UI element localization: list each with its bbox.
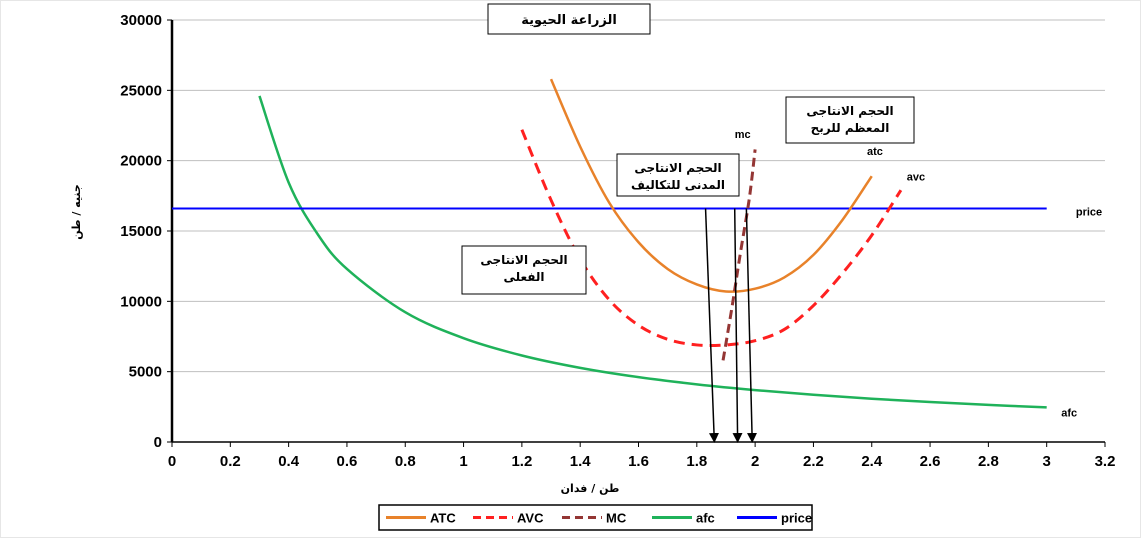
- x-tick-label: 3: [1043, 453, 1051, 470]
- y-tick-label: 10000: [120, 293, 162, 310]
- legend-item: ATC: [386, 511, 456, 526]
- annotation-text: الحجم الانتاجى: [480, 253, 567, 267]
- annotation-box: الحجم الانتاجى المدنى للتكاليف: [616, 153, 740, 197]
- y-tick-label: 20000: [120, 153, 162, 170]
- annotation-arrow: [732, 208, 743, 443]
- x-tick-label: 1.6: [628, 453, 649, 470]
- y-tick-label: 30000: [120, 12, 162, 29]
- series-layer: [172, 78, 1047, 409]
- legend-label: ATC: [430, 511, 456, 526]
- x-tick-label: 1.4: [570, 453, 592, 470]
- x-tick-label: 0.8: [395, 453, 416, 470]
- y-tick-label: 15000: [120, 223, 162, 240]
- y-axis-label: جنيه / طن: [70, 184, 83, 240]
- annotation-arrow: [704, 208, 720, 443]
- series-line-atc: [549, 78, 873, 293]
- x-tick-label: 0.4: [278, 453, 300, 470]
- x-tick-label: 2.8: [978, 453, 999, 470]
- series-label-atc: atc: [867, 146, 883, 158]
- annotation-arrow: [745, 208, 758, 443]
- axes: 0 5000 10000 15000 20000 25000 30000 0 0.2 0.4 0.6…: [120, 12, 1115, 470]
- annotation-text: الحجم الانتاجى: [806, 104, 893, 118]
- legend-item: MC: [562, 511, 627, 526]
- series-line-afc: [258, 95, 1047, 409]
- x-tick-label: 1.2: [511, 453, 532, 470]
- annotation-box: الحجم الانتاجى المعظم للربح: [785, 96, 915, 144]
- series-line-mc: [721, 149, 757, 361]
- x-tick-label: 2.6: [920, 453, 941, 470]
- series-line-avc: [520, 129, 903, 348]
- x-tick-label: 1: [459, 453, 467, 470]
- annotation-frame: [461, 245, 587, 295]
- annotation-frame: [616, 153, 740, 197]
- series-label-mc: mc: [735, 129, 751, 141]
- annotation-text: المعظم للربح: [811, 121, 890, 135]
- y-tick-label: 0: [154, 434, 162, 451]
- annotation-text: الحجم الانتاجى: [634, 161, 721, 175]
- x-tick-label: 0.2: [220, 453, 241, 470]
- annotation-frame: [785, 96, 915, 144]
- x-tick-label: 0.6: [337, 453, 358, 470]
- x-tick-label: 2: [751, 453, 759, 470]
- series-labels: atc avc mc afc price: [735, 129, 1102, 420]
- legend-label: price: [781, 511, 812, 526]
- legend: ATC AVC MC afc price: [378, 504, 813, 531]
- series-label-avc: avc: [907, 171, 925, 183]
- annotation-text: المدنى للتكاليف: [631, 178, 725, 192]
- series-label-price: price: [1076, 207, 1102, 219]
- y-tick-label: 5000: [129, 364, 162, 381]
- series-label-afc: afc: [1061, 408, 1077, 420]
- legend-label: AVC: [517, 511, 544, 526]
- x-tick-label: 2.2: [803, 453, 824, 470]
- legend-item: AVC: [473, 511, 544, 526]
- title-box: الزراعة الحيوية: [487, 3, 651, 35]
- x-tick-label: 0: [168, 453, 176, 470]
- legend-label: MC: [606, 511, 627, 526]
- x-tick-label: 3.2: [1095, 453, 1116, 470]
- annotations: الحجم الانتاجى الفعلى الحجم الانتاجى المدنى…: [461, 96, 915, 443]
- legend-item: afc: [652, 511, 715, 526]
- legend-label: afc: [696, 511, 715, 526]
- x-tick-label: 2.4: [861, 453, 883, 470]
- x-tick-label: 1.8: [686, 453, 707, 470]
- x-axis-label: طن / فدان: [561, 482, 620, 495]
- annotation-text: الفعلى: [503, 270, 544, 284]
- chart-title: الزراعة الحيوية: [521, 13, 617, 28]
- y-tick-label: 25000: [120, 82, 162, 99]
- annotation-box: الحجم الانتاجى الفعلى: [461, 245, 587, 295]
- legend-item: price: [737, 511, 812, 526]
